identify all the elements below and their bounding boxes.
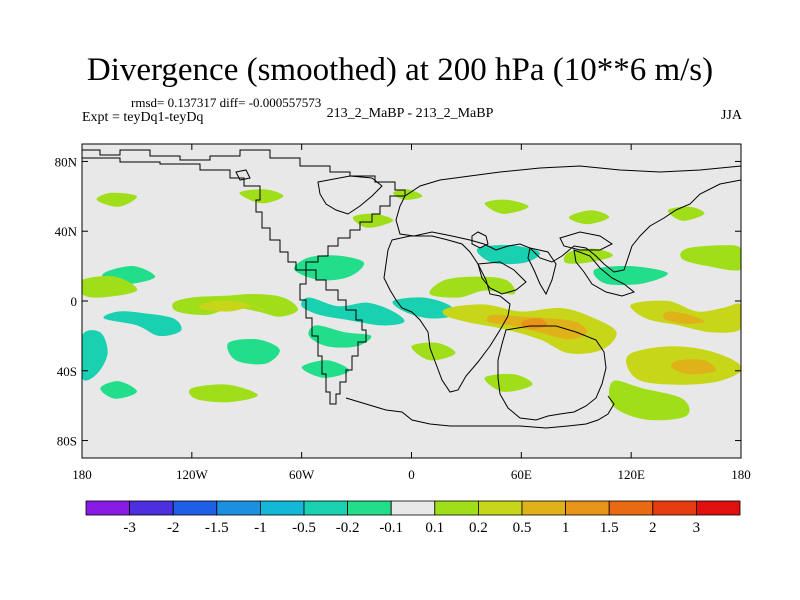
caspian-outline bbox=[471, 231, 489, 249]
colorbar-label: 0.2 bbox=[469, 520, 488, 536]
colorbar-swatch bbox=[390, 500, 436, 516]
colorbar-swatch bbox=[129, 500, 174, 516]
colorbar-label: -0.1 bbox=[379, 520, 403, 536]
africa-outline bbox=[383, 235, 511, 393]
field-region bbox=[484, 199, 529, 214]
field-region bbox=[301, 297, 405, 326]
arctic-island-outline bbox=[235, 169, 251, 181]
field-region bbox=[392, 297, 457, 319]
colorbar-swatch bbox=[608, 500, 654, 516]
colorbar-swatch bbox=[172, 500, 218, 516]
field-region bbox=[352, 213, 394, 228]
experiment-label: Expt = teyDq1-teyDq bbox=[82, 110, 204, 125]
field-region bbox=[429, 276, 516, 298]
southeast-asia-outline bbox=[573, 249, 636, 297]
field-region bbox=[82, 330, 108, 381]
north-america-outline bbox=[82, 149, 406, 271]
colorbar-label: -3 bbox=[123, 520, 136, 536]
colorbar-label: -1 bbox=[254, 520, 267, 536]
colorbar-swatch bbox=[696, 500, 741, 516]
field-region bbox=[198, 300, 266, 312]
x-tick-label: 60E bbox=[511, 467, 532, 482]
stats-label: rmsd= 0.137317 diff= -0.000557573 bbox=[131, 95, 322, 110]
field-region bbox=[82, 275, 138, 298]
australia-outline bbox=[497, 325, 607, 421]
y-tick-label: 40S bbox=[57, 364, 77, 379]
field-region bbox=[670, 359, 716, 375]
colorbar-swatch bbox=[347, 500, 392, 516]
greenland-outline bbox=[317, 175, 383, 215]
y-tick-label: 80N bbox=[55, 154, 78, 169]
y-tick-label: 0 bbox=[71, 294, 78, 309]
arabia-outline bbox=[477, 261, 527, 295]
field-region bbox=[663, 311, 705, 324]
tibet-outline bbox=[559, 231, 613, 251]
colorbar-label: 1 bbox=[562, 520, 570, 536]
antarctica-outline bbox=[345, 395, 615, 429]
continent-outlines bbox=[82, 149, 741, 429]
field-region bbox=[411, 342, 456, 361]
field-region bbox=[96, 192, 137, 207]
case-label: 213_2_MaBP - 213_2_MaBP bbox=[326, 106, 494, 121]
colorbar-swatch bbox=[521, 500, 566, 516]
colorbar-swatch bbox=[259, 500, 305, 516]
colorbar-label: 3 bbox=[693, 520, 701, 536]
colorbar-label: -0.2 bbox=[336, 520, 360, 536]
field-region bbox=[301, 360, 350, 378]
field-region bbox=[308, 325, 372, 348]
field-region bbox=[227, 338, 280, 365]
colorbar-label: 0.5 bbox=[513, 520, 532, 536]
x-tick-label: 120E bbox=[617, 467, 645, 482]
field-layer bbox=[82, 189, 741, 421]
field-region bbox=[568, 210, 610, 225]
x-tick-label: 180 bbox=[72, 467, 92, 482]
colorbar-label: -1.5 bbox=[205, 520, 229, 536]
south-america-outline bbox=[299, 269, 367, 405]
field-region bbox=[100, 381, 137, 399]
x-tick-label: 60W bbox=[289, 467, 315, 482]
colorbar-label: 0.1 bbox=[425, 520, 444, 536]
colorbar-swatch bbox=[216, 500, 261, 516]
colorbar-swatch bbox=[565, 500, 610, 516]
x-tick-label: 120W bbox=[176, 467, 209, 482]
colorbar-label: -2 bbox=[167, 520, 180, 536]
x-tick-label: 0 bbox=[408, 467, 415, 482]
axes: 180 120W 60W 0 60E 120E 180 80N 40N 0 40S 80S bbox=[55, 144, 751, 482]
eurasia-outline bbox=[395, 165, 741, 273]
field-region bbox=[667, 206, 705, 221]
india-outline bbox=[527, 247, 557, 296]
colorbar-label: -0.5 bbox=[292, 520, 316, 536]
colorbar-label: 2 bbox=[649, 520, 657, 536]
colorbar-swatch bbox=[652, 500, 697, 516]
field-region bbox=[103, 311, 182, 337]
colorbar-swatch bbox=[303, 500, 348, 516]
colorbar: -3 -2 -1.5 -1 -0.5 -0.2 -0.1 0.1 0.2 0.5 1 1.5 2 3 bbox=[85, 500, 741, 536]
x-tick-label: 180 bbox=[731, 467, 751, 482]
field-region bbox=[476, 245, 541, 265]
field-region bbox=[188, 384, 258, 403]
field-region bbox=[608, 380, 690, 421]
field-region bbox=[484, 373, 533, 392]
y-tick-label: 80S bbox=[57, 434, 77, 449]
colorbar-label: 1.5 bbox=[600, 520, 619, 536]
field-region bbox=[239, 189, 284, 204]
colorbar-swatch bbox=[434, 500, 479, 516]
colorbar-swatch bbox=[85, 500, 130, 516]
chart-title: Divergence (smoothed) at 200 hPa (10**6 … bbox=[86, 52, 714, 88]
season-label: JJA bbox=[720, 108, 742, 123]
colorbar-swatch bbox=[477, 500, 523, 516]
y-tick-label: 40N bbox=[55, 224, 78, 239]
field-region bbox=[680, 245, 741, 271]
